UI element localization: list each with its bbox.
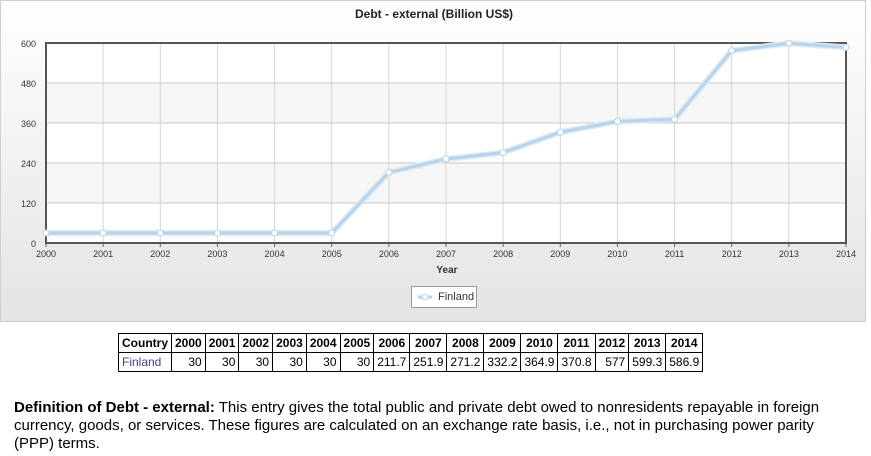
y-tick-label: 480 (21, 79, 36, 89)
table-header-year: 2010 (520, 333, 559, 353)
table-header-country: Country (118, 333, 172, 353)
table-header-year: 2007 (409, 333, 448, 353)
table-header-year: 2005 (339, 333, 375, 353)
table-header-year: 2008 (446, 333, 485, 353)
table-header-year: 2012 (594, 333, 630, 353)
data-point (499, 149, 507, 157)
table-cell-value: 211.7 (373, 352, 411, 372)
plot-border (45, 42, 847, 244)
x-tick-label: 2014 (836, 249, 856, 259)
table-cell-value: 577 (594, 352, 630, 372)
line-chart: 0 120 240 360 480 600 2000 2001 2002 2003 2004 2005… (21, 39, 856, 276)
y-tick-label: 0 (31, 239, 36, 249)
data-point (613, 117, 621, 125)
data-point (213, 229, 221, 237)
x-tick-label: 2001 (93, 249, 113, 259)
table-cell-value: 30 (272, 352, 307, 372)
legend-label: Finland (438, 291, 475, 303)
data-point (785, 39, 793, 47)
data-point (842, 43, 850, 51)
data-point (271, 229, 279, 237)
chart-legend[interactable]: Finland (411, 286, 477, 308)
table-header-year: 2000 (171, 333, 206, 353)
table-header-year: 2003 (272, 333, 307, 353)
table-cell-value: 30 (305, 352, 341, 372)
definition-label: Definition of Debt - external: (14, 399, 215, 416)
x-tick-label: 2006 (379, 249, 399, 259)
table-cell-value: 271.2 (446, 352, 485, 372)
chart-panel: Debt - external (Billion US$) 0 120 240 360… (0, 0, 866, 322)
data-table: Country 2000 2001 2002 2003 2004 2005 2006 2007… (118, 333, 704, 372)
table-cell-value: 370.8 (557, 352, 596, 372)
x-tick-label: 2002 (150, 249, 170, 259)
table-cell-value: 30 (339, 352, 375, 372)
data-point (442, 155, 450, 163)
x-axis-label: Year (436, 265, 457, 276)
definition-text: Definition of Debt - external: This entr… (14, 399, 854, 453)
table-cell-value: 364.9 (520, 352, 559, 372)
table-row: Finland 30 30 30 30 30 30 211.7 251.9 271.2 332.2 3… (118, 352, 704, 372)
x-tick-label: 2011 (665, 249, 684, 259)
x-tick-label: 2012 (722, 249, 742, 259)
y-tick-label: 120 (21, 199, 36, 209)
x-tick-label: 2003 (207, 249, 227, 259)
x-tick-label: 2004 (265, 249, 285, 259)
data-point (728, 47, 736, 55)
data-point (556, 128, 564, 136)
x-tick-label: 2010 (607, 249, 627, 259)
table-header-year: 2006 (373, 333, 411, 353)
data-point (42, 229, 50, 237)
table-header-row: Country 2000 2001 2002 2003 2004 2005 2006 2007… (118, 333, 704, 353)
y-tick-label: 360 (21, 119, 36, 129)
table-cell-value: 30 (238, 352, 274, 372)
data-point (99, 229, 107, 237)
table-cell-value: 586.9 (665, 352, 704, 372)
table-cell-value: 599.3 (628, 352, 667, 372)
y-tick-label: 240 (21, 159, 36, 169)
table-cell-value: 30 (171, 352, 206, 372)
x-tick-label: 2007 (436, 249, 456, 259)
table-header-year: 2001 (204, 333, 240, 353)
x-tick-label: 2005 (322, 249, 342, 259)
x-tick-label: 2008 (493, 249, 513, 259)
table-cell-value: 251.9 (409, 352, 448, 372)
y-tick-label: 600 (21, 39, 36, 49)
x-tick-label: 2000 (36, 249, 56, 259)
table-cell-value: 332.2 (483, 352, 522, 372)
table-header-year: 2014 (665, 333, 704, 353)
data-point (671, 115, 679, 123)
table-header-year: 2009 (483, 333, 522, 353)
definition-body: This entry gives the total public and pr… (14, 399, 820, 452)
table-header-year: 2013 (628, 333, 667, 353)
table-header-year: 2011 (557, 333, 596, 353)
chart-title: Debt - external (Billion US$) (354, 7, 514, 21)
x-tick-label: 2009 (550, 249, 570, 259)
table-header-year: 2004 (305, 333, 341, 353)
data-point (328, 229, 336, 237)
table-cell-value: 30 (204, 352, 240, 372)
table-header-year: 2002 (238, 333, 274, 353)
data-point (156, 229, 164, 237)
data-point (385, 168, 393, 176)
legend-marker-icon (418, 293, 432, 301)
x-tick-label: 2013 (779, 249, 799, 259)
table-cell-country[interactable]: Finland (118, 352, 172, 372)
